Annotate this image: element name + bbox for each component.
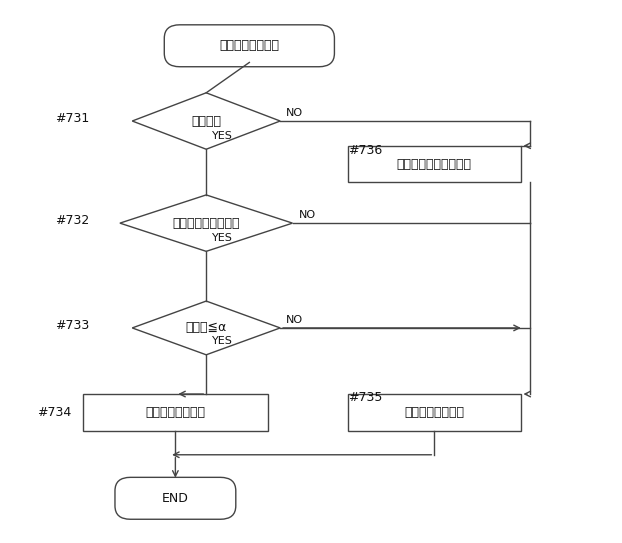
Text: #735: #735 [348,392,383,405]
Text: #732: #732 [55,214,90,227]
Polygon shape [120,195,292,251]
FancyBboxPatch shape [164,25,335,67]
Text: 表示形態決定処理: 表示形態決定処理 [220,39,279,52]
Text: NO: NO [286,315,304,325]
Text: #731: #731 [55,112,90,125]
Bar [348,394,521,431]
Text: NO: NO [299,210,316,220]
Text: 文字数≦α: 文字数≦α [185,321,227,334]
Bar [348,146,521,182]
Bar [83,394,268,431]
Text: END: END [162,492,189,505]
Text: YES: YES [212,336,233,346]
Text: #736: #736 [348,144,383,157]
Text: メッセージ領域有？: メッセージ領域有？ [172,217,240,230]
Text: 第一の形態に決定: 第一の形態に決定 [146,406,205,419]
Text: #733: #733 [55,319,90,332]
Polygon shape [132,93,280,149]
FancyBboxPatch shape [115,477,236,519]
Polygon shape [132,301,280,355]
Text: YES: YES [212,233,233,243]
Text: NO: NO [286,108,304,118]
Text: 第二の形態に決定: 第二の形態に決定 [404,406,464,419]
Text: 設定中？: 設定中？ [191,115,221,128]
Text: 通知された形態に決定: 通知された形態に決定 [397,157,472,171]
Text: #734: #734 [37,406,71,419]
Text: YES: YES [212,131,233,141]
